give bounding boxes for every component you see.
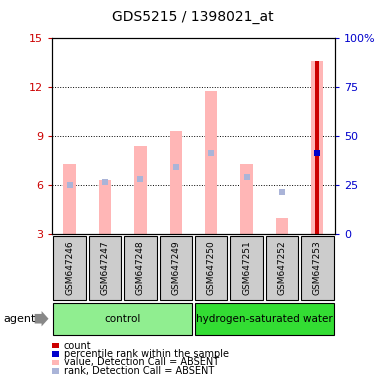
Bar: [134, 146, 147, 234]
Text: GSM647252: GSM647252: [277, 240, 286, 295]
Bar: [230, 236, 263, 300]
Text: GSM647248: GSM647248: [136, 240, 145, 295]
Bar: [53, 303, 192, 334]
Text: GSM647249: GSM647249: [171, 240, 180, 295]
Bar: [54, 236, 86, 300]
Text: hydrogen-saturated water: hydrogen-saturated water: [196, 314, 333, 324]
Bar: [89, 236, 121, 300]
Bar: [99, 180, 111, 234]
Bar: [194, 303, 334, 334]
Bar: [276, 218, 288, 234]
Bar: [64, 164, 76, 234]
Text: count: count: [64, 341, 91, 351]
Bar: [205, 91, 218, 234]
Text: rank, Detection Call = ABSENT: rank, Detection Call = ABSENT: [64, 366, 214, 376]
Text: agent: agent: [4, 314, 36, 324]
Text: value, Detection Call = ABSENT: value, Detection Call = ABSENT: [64, 358, 219, 367]
Bar: [301, 236, 333, 300]
Bar: [240, 164, 253, 234]
Bar: [169, 131, 182, 234]
Text: percentile rank within the sample: percentile rank within the sample: [64, 349, 229, 359]
Bar: [159, 236, 192, 300]
Bar: [266, 236, 298, 300]
Bar: [124, 236, 157, 300]
Text: control: control: [105, 314, 141, 324]
Bar: [311, 61, 323, 234]
Bar: [195, 236, 228, 300]
Text: GSM647253: GSM647253: [313, 240, 322, 295]
Text: GSM647247: GSM647247: [100, 240, 110, 295]
Text: GSM647250: GSM647250: [207, 240, 216, 295]
Bar: [315, 61, 320, 234]
Text: GDS5215 / 1398021_at: GDS5215 / 1398021_at: [112, 10, 273, 24]
Text: GSM647251: GSM647251: [242, 240, 251, 295]
Text: GSM647246: GSM647246: [65, 240, 74, 295]
